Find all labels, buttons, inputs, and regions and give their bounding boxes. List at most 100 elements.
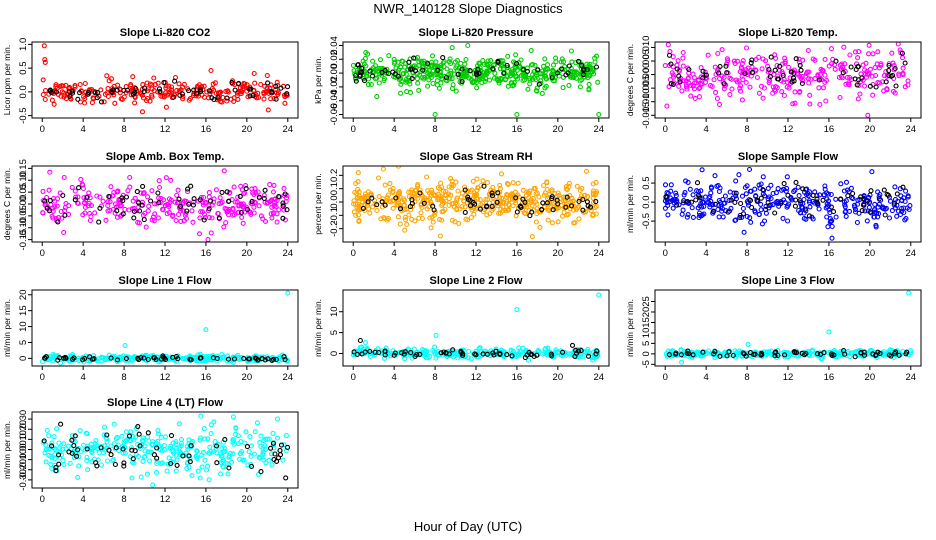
data-point [892,350,898,356]
data-point [124,87,131,93]
data-point [386,70,392,77]
data-point [859,208,865,214]
data-point [197,437,203,443]
data-point [687,186,693,192]
data-point [545,207,551,213]
data-point [207,444,213,450]
data-point [772,210,778,216]
data-point [585,203,591,209]
data-point [812,57,818,63]
data-point [716,188,722,195]
data-point [722,83,728,89]
data-point [726,197,732,203]
data-point [437,216,443,223]
data-point [462,204,468,210]
data-point [563,184,569,190]
data-point [529,209,535,215]
data-point [715,206,721,213]
data-point [180,96,186,102]
data-point [733,217,739,223]
x-tick-label: 4 [81,248,86,259]
y-tick-label: -0.015 [641,102,652,129]
data-point [691,86,697,92]
data-point [268,96,274,102]
data-point [854,201,861,207]
data-point [670,205,676,211]
data-point [120,444,126,450]
data-point [139,437,146,443]
data-point [43,459,49,465]
data-point [42,96,48,103]
data-point [534,190,540,196]
data-point [522,355,528,361]
data-point [56,440,62,446]
x-tick-label: 8 [432,124,437,135]
data-point [828,191,834,198]
x-tick-label: 8 [432,372,437,383]
data-point [95,457,101,463]
x-tick-label: 20 [242,248,253,259]
data-point [50,205,56,211]
data-point [881,187,887,193]
data-point [201,217,207,223]
data-point [206,88,212,94]
data-point [875,80,881,86]
data-point [102,91,108,97]
data-point [82,80,88,87]
outlier-point [829,235,835,241]
data-point [87,217,93,224]
data-point [221,224,227,230]
data-point [768,54,774,60]
data-point [229,79,235,85]
data-point [406,193,412,200]
data-point [866,42,872,48]
data-point [697,85,703,91]
data-point [145,449,151,455]
y-tick-label: 0.00 [18,440,29,459]
data-point [205,95,211,101]
data-point [685,353,691,359]
data-point [270,189,277,195]
y-tick-label: 0.00 [18,195,29,214]
data-point [225,356,232,362]
data-point [676,83,682,89]
data-point [258,443,264,450]
data-point [836,74,842,80]
data-point [94,90,101,96]
data-point [438,350,444,356]
data-point [892,65,898,72]
y-tick-label: 0.02 [329,50,340,69]
data-point [889,208,895,214]
data-point [443,188,449,195]
data-point [884,86,890,92]
data-point [149,82,155,88]
data-point [433,355,439,361]
data-point [838,196,844,202]
data-point [390,205,396,211]
data-point [784,79,790,85]
data-point [44,194,50,201]
x-tick-label: 24 [282,124,293,135]
data-point [175,187,181,193]
data-point [905,193,911,199]
y-tick-label: -0.02 [329,76,340,98]
data-point [504,352,510,358]
data-point [369,195,375,201]
data-point [73,194,79,200]
data-point [527,77,533,83]
y-tick-label: 0.30 [18,410,29,429]
data-point [172,199,178,205]
data-point [798,67,804,73]
data-point [758,201,764,207]
data-point [194,455,200,462]
data-point [355,62,361,68]
data-point [797,62,803,68]
data-point [200,200,206,206]
data-point [272,451,278,457]
data-point [516,345,522,351]
data-point [270,430,276,436]
data-point [510,66,516,72]
x-tick-label: 4 [392,372,397,383]
data-point [428,64,434,70]
data-point [372,349,378,355]
